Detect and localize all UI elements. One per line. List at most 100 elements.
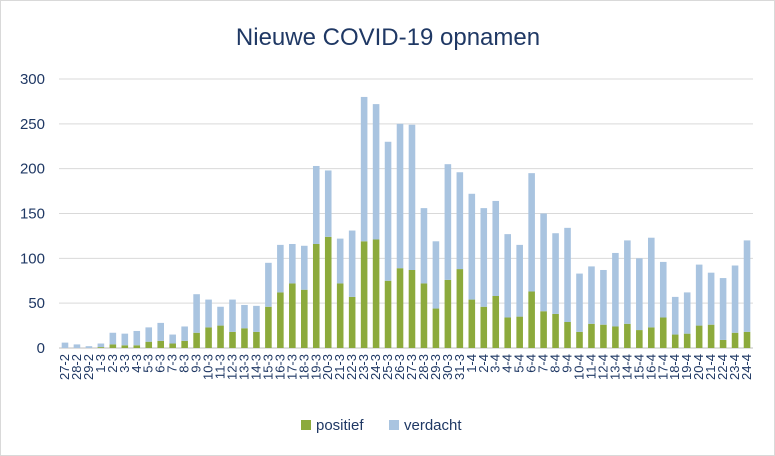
bar-positief [348,296,356,348]
bar-positief [229,331,236,348]
bar-verdacht [229,299,236,332]
x-tick-label: 9-3 [189,354,204,373]
x-tick-label: 12-3 [225,354,240,380]
bar-positief [109,344,117,348]
bar-positief [612,326,619,348]
bar-positief [492,295,500,348]
x-tick-label: 5-3 [141,354,156,373]
bar-verdacht [289,243,296,284]
legend-swatch [389,420,399,430]
x-tick-label: 12-4 [595,354,610,380]
bar-verdacht [205,299,212,328]
bar-verdacht [432,241,440,309]
bar-positief [576,331,583,348]
bar-positief [253,331,260,348]
x-tick-label: 2-4 [476,354,491,373]
x-tick-label: 25-3 [380,354,395,380]
x-tick-label: 13-3 [236,354,251,380]
x-tick-label: 14-4 [619,354,634,380]
bar-positief [372,239,380,348]
bar-positief [193,332,200,348]
bar-verdacht [743,240,751,332]
bar-verdacht [384,141,392,281]
bar-verdacht [61,342,69,348]
bar-verdacht [695,264,703,326]
bar-positief [396,268,404,348]
bar-positief [480,306,488,348]
x-tick-label: 31-3 [452,354,467,380]
bar-positief [719,339,727,348]
x-tick-label: 19-3 [308,354,323,380]
bar-positief [671,334,679,348]
bar-verdacht [576,273,583,332]
bar-verdacht [277,244,284,293]
bar-positief [121,345,129,348]
x-axis: 27-228-229-21-32-33-34-35-36-37-38-39-31… [57,354,754,380]
bar-positief [432,308,440,348]
x-tick-label: 24-4 [739,354,754,380]
bar-positief [205,327,212,348]
x-tick-label: 19-4 [679,354,694,380]
bar-positief [695,325,703,348]
bar-verdacht [444,164,452,280]
x-tick-label: 8-4 [548,354,563,373]
bar-positief [456,269,464,348]
bar-positief [277,292,284,348]
bar-positief [408,269,416,348]
bar-verdacht [348,230,356,297]
bar-positief [169,343,176,348]
y-tick-label: 150 [20,206,45,223]
bar-positief [659,317,667,348]
chart-title: Nieuwe COVID-19 opnamen [236,24,540,51]
bar-positief [133,345,141,348]
bar-verdacht [193,294,200,333]
bar-positief [312,243,320,348]
bar-positief [731,332,739,348]
x-tick-label: 10-4 [572,354,587,380]
x-tick-label: 24-3 [368,354,383,380]
bar-verdacht [492,200,500,296]
bar-positief [444,279,452,348]
bar-verdacht [516,244,523,317]
x-tick-label: 23-3 [356,354,371,380]
bar-verdacht [552,233,559,314]
x-tick-label: 16-3 [272,354,287,380]
bar-verdacht [600,269,607,325]
bar-positief [648,327,655,348]
x-tick-label: 29-2 [81,354,96,380]
bar-verdacht [145,327,153,342]
bar-verdacht [360,96,368,242]
legend-label: positief [316,417,364,434]
x-tick-label: 15-3 [260,354,275,380]
bar-positief [97,347,105,348]
x-tick-label: 30-3 [440,354,455,380]
bar-positief [301,289,308,348]
y-tick-label: 250 [20,116,45,133]
bar-verdacht [480,208,488,307]
bar-verdacht [241,304,248,329]
x-tick-label: 22-4 [715,354,730,380]
x-tick-label: 5-4 [512,354,527,373]
x-tick-label: 15-4 [631,354,646,380]
bar-positief [157,340,164,348]
bar-verdacht [169,334,176,344]
bar-verdacht [133,330,141,346]
bar-positief [145,341,153,348]
bars [61,96,751,348]
bar-verdacht [636,258,643,331]
y-tick-label: 100 [20,250,45,267]
bar-positief [420,283,428,348]
bar-positief [336,283,344,348]
x-tick-label: 6-3 [153,354,168,373]
bar-positief [181,340,188,348]
bar-verdacht [157,322,164,341]
x-tick-label: 27-3 [404,354,419,380]
bar-positief [504,317,511,348]
bar-positief [289,283,296,348]
bar-positief [552,313,559,348]
bar-positief [564,321,571,348]
legend: positief verdacht [301,417,462,434]
bar-verdacht [336,238,344,284]
x-tick-label: 10-3 [201,354,216,380]
bar-verdacht [97,343,105,348]
